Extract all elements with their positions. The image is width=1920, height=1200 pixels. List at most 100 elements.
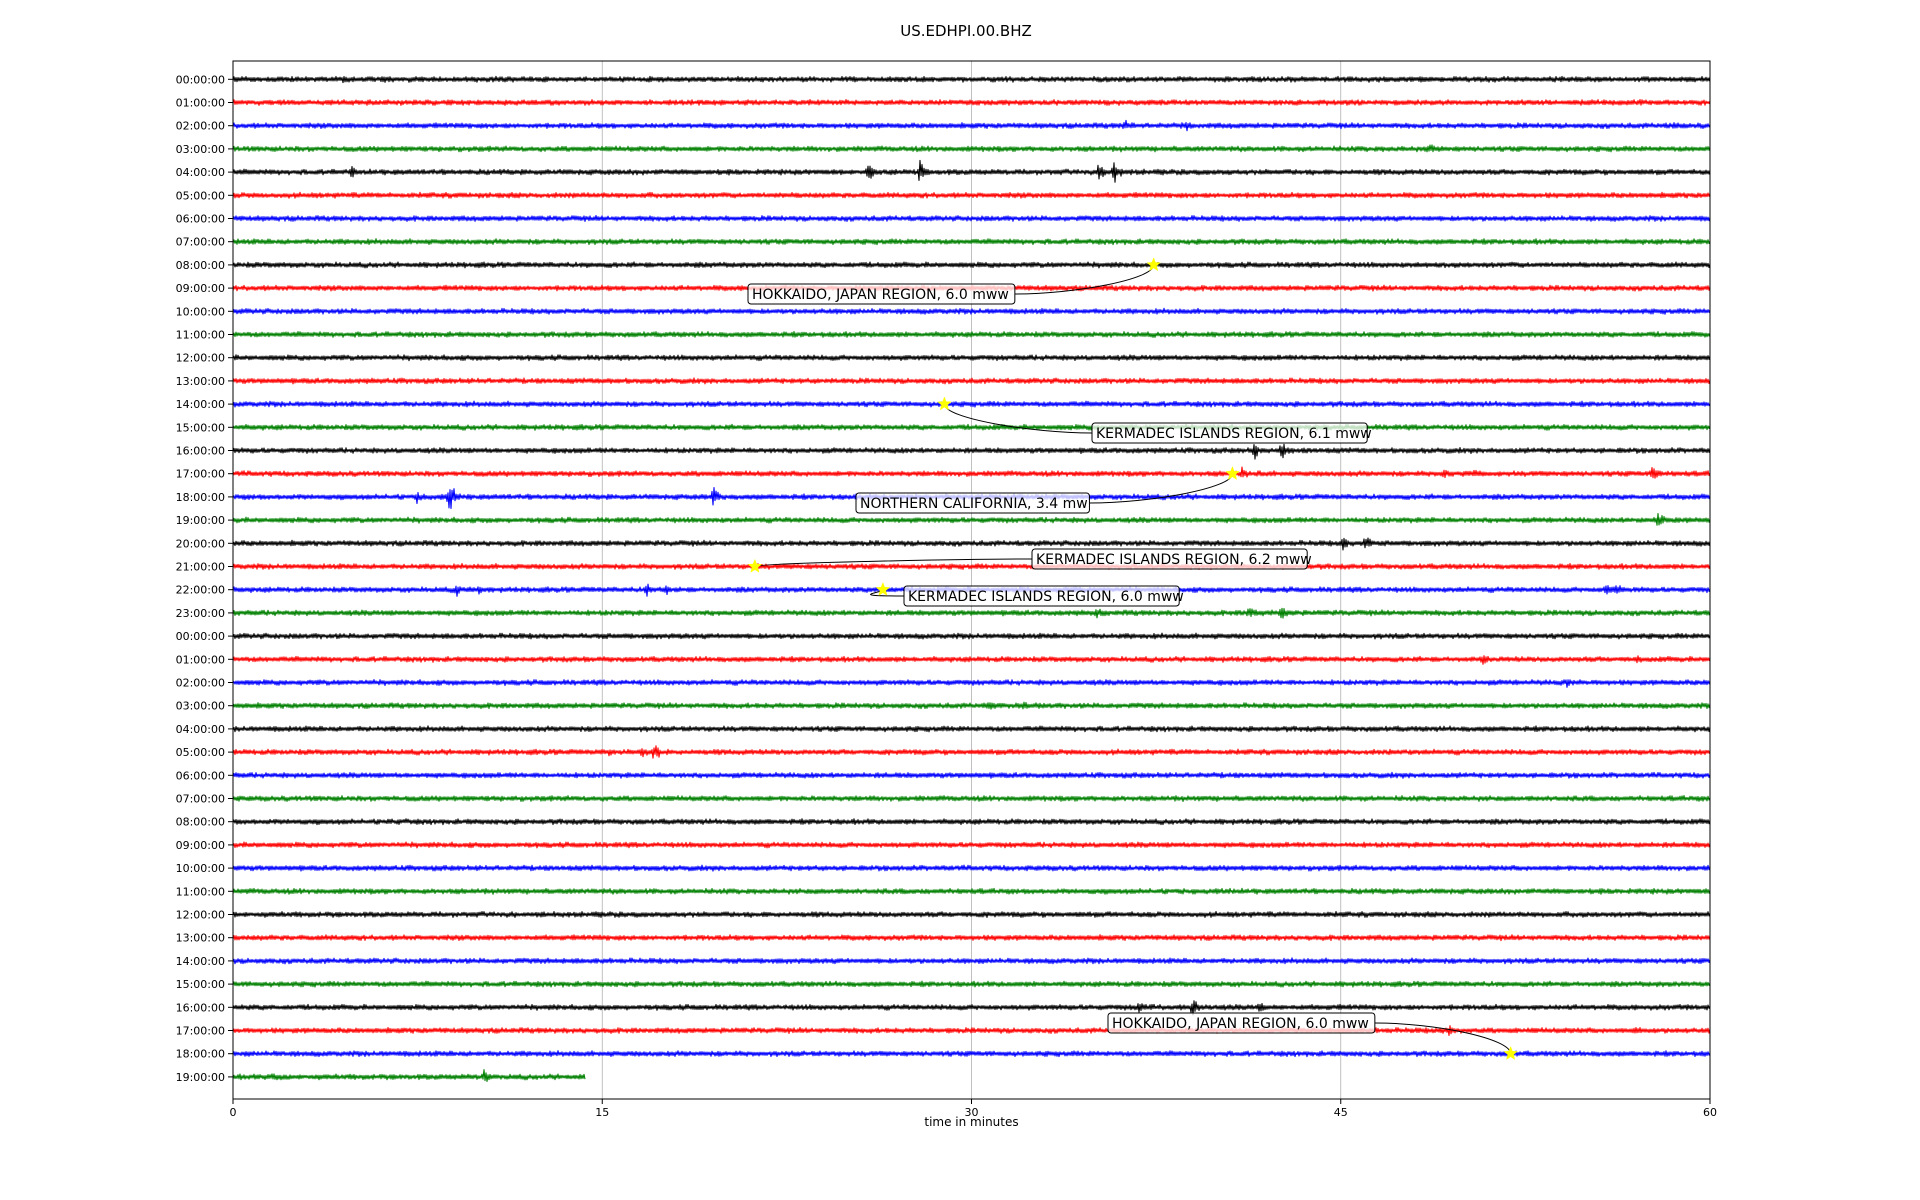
trace-row <box>232 466 1711 479</box>
event-label: KERMADEC ISLANDS REGION, 6.1 mww <box>1096 426 1372 442</box>
row-time-label: 16:00:00 <box>176 1001 225 1014</box>
x-axis-ticks: 0 15 30 45 60 <box>230 1099 1717 1119</box>
event-label: HOKKAIDO, JAPAN REGION, 6.0 mww <box>1112 1016 1369 1032</box>
row-time-label: 02:00:00 <box>176 677 225 690</box>
event-annotation: HOKKAIDO, JAPAN REGION, 6.0 mww <box>747 257 1161 305</box>
trace-row <box>232 423 1711 431</box>
event-label-box <box>1107 1012 1376 1034</box>
row-time-label: 14:00:00 <box>176 955 225 968</box>
trace-row <box>232 1050 1711 1058</box>
event-label-box <box>1031 548 1308 570</box>
trace-row <box>232 795 1711 803</box>
event-star-marker <box>1146 257 1161 272</box>
trace-row <box>232 159 1711 183</box>
row-time-label: 05:00:00 <box>176 746 225 759</box>
x-tick-label: 30 <box>965 1106 979 1119</box>
x-gridlines <box>601 61 1342 1099</box>
row-time-label: 02:00:00 <box>176 120 225 133</box>
row-time-label: 10:00:00 <box>176 305 225 318</box>
event-label-box <box>903 585 1180 607</box>
row-time-label: 12:00:00 <box>176 352 225 365</box>
trace-row <box>232 679 1711 688</box>
row-time-label: 17:00:00 <box>176 1025 225 1038</box>
event-label-box <box>747 283 1016 305</box>
event-annotation: KERMADEC ISLANDS REGION, 6.2 mww <box>747 548 1312 573</box>
x-tick-label: 0 <box>230 1106 237 1119</box>
event-label: NORTHERN CALIFORNIA, 3.4 mw <box>860 496 1088 512</box>
event-star-marker <box>875 581 891 596</box>
trace-row <box>232 119 1711 132</box>
trace-row <box>232 75 1711 84</box>
event-annotations: HOKKAIDO, JAPAN REGION, 6.0 mww KERMADEC … <box>747 257 1518 1060</box>
trace-row <box>232 144 1711 153</box>
row-time-label: 03:00:00 <box>176 700 225 713</box>
row-time-label: 21:00:00 <box>176 561 225 574</box>
event-connector <box>754 558 1033 567</box>
trace-row <box>232 191 1711 199</box>
row-time-label: 01:00:00 <box>176 653 225 666</box>
row-time-label: 04:00:00 <box>176 723 225 736</box>
trace-row <box>232 307 1711 315</box>
trace-row <box>232 354 1711 362</box>
trace-row <box>232 980 1711 988</box>
trace-row <box>232 1069 586 1082</box>
chart-title: US.EDHPI.00.BHZ <box>900 22 1032 40</box>
trace-row <box>232 725 1711 733</box>
event-label-box <box>1091 422 1368 444</box>
trace-row <box>232 443 1711 460</box>
x-tick-label: 45 <box>1334 1106 1348 1119</box>
row-time-label: 19:00:00 <box>176 1071 225 1084</box>
row-time-label: 06:00:00 <box>176 769 225 782</box>
trace-row <box>232 910 1711 918</box>
trace-row <box>232 701 1711 710</box>
row-time-label: 13:00:00 <box>176 932 225 945</box>
trace-row <box>232 400 1711 408</box>
trace-row <box>232 562 1711 570</box>
trace-row <box>232 887 1711 895</box>
row-time-label: 08:00:00 <box>176 259 225 272</box>
row-time-label: 03:00:00 <box>176 143 225 156</box>
row-time-labels: 00:00:00 01:00:00 02:00:00 03:00:00 04:00:00… <box>176 73 233 1084</box>
row-time-label: 12:00:00 <box>176 909 225 922</box>
trace-row <box>232 632 1711 640</box>
plot-frame <box>232 60 1711 1100</box>
row-time-label: 06:00:00 <box>176 213 225 226</box>
trace-row <box>232 214 1711 222</box>
row-time-label: 14:00:00 <box>176 398 225 411</box>
trace-row <box>232 771 1711 779</box>
row-time-label: 16:00:00 <box>176 445 225 458</box>
row-time-label: 05:00:00 <box>176 189 225 202</box>
trace-row <box>232 238 1711 246</box>
trace-row <box>232 655 1711 665</box>
row-time-label: 10:00:00 <box>176 862 225 875</box>
trace-row <box>232 818 1711 826</box>
trace-row <box>232 513 1711 526</box>
event-star-marker <box>937 396 952 411</box>
trace-row <box>232 1025 1711 1036</box>
row-time-label: 07:00:00 <box>176 793 225 806</box>
row-time-label: 18:00:00 <box>176 1048 225 1061</box>
trace-row <box>232 745 1711 759</box>
x-tick-label: 15 <box>595 1106 609 1119</box>
trace-row <box>232 607 1711 619</box>
row-time-label: 09:00:00 <box>176 282 225 295</box>
event-annotation: KERMADEC ISLANDS REGION, 6.1 mww <box>937 396 1372 444</box>
event-label: KERMADEC ISLANDS REGION, 6.0 mww <box>908 589 1184 605</box>
trace-row <box>232 261 1711 269</box>
event-connector <box>1374 1022 1512 1054</box>
row-time-label: 23:00:00 <box>176 607 225 620</box>
trace-row <box>232 841 1711 849</box>
row-time-label: 07:00:00 <box>176 236 225 249</box>
row-time-label: 00:00:00 <box>176 73 225 86</box>
row-time-label: 17:00:00 <box>176 468 225 481</box>
event-annotation: NORTHERN CALIFORNIA, 3.4 mw <box>855 465 1240 514</box>
row-time-label: 22:00:00 <box>176 584 225 597</box>
trace-row <box>232 377 1711 385</box>
event-star-marker <box>1503 1046 1518 1060</box>
row-time-label: 08:00:00 <box>176 816 225 829</box>
row-time-label: 19:00:00 <box>176 514 225 527</box>
row-time-label: 15:00:00 <box>176 421 225 434</box>
trace-row <box>232 99 1711 106</box>
trace-row <box>232 537 1711 551</box>
